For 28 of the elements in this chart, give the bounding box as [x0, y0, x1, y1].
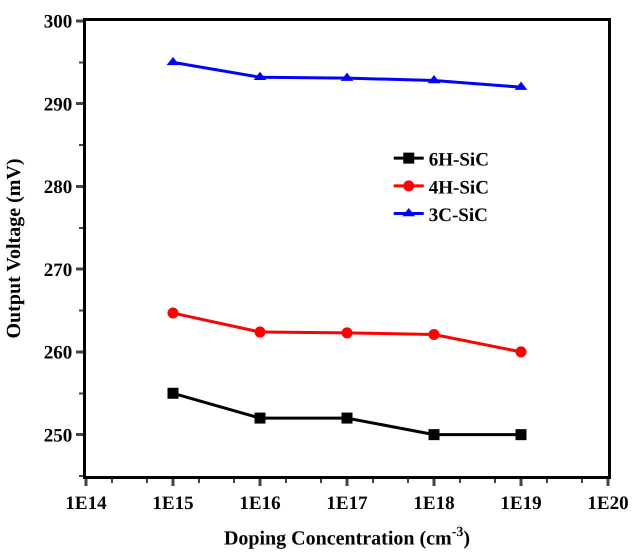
y-tick-label: 270 [44, 260, 72, 281]
y-axis-title: Output Voltage (mV) [3, 158, 26, 339]
point [254, 412, 266, 424]
x-tick-label: 1E15 [152, 492, 194, 514]
y-tick-label: 260 [44, 342, 72, 364]
point [168, 308, 178, 319]
point [168, 388, 178, 399]
y-tick-label: 300 [44, 12, 72, 33]
point [516, 429, 526, 440]
point [342, 412, 352, 424]
y-tick-label: 280 [44, 177, 72, 198]
y-tick-label: 250 [44, 425, 72, 446]
x-tick-label: 1E14 [65, 492, 108, 514]
legend-label: 4H-SiC [428, 177, 489, 198]
point [428, 329, 440, 340]
x-tick-label: 1E18 [413, 492, 455, 514]
point [428, 429, 440, 440]
x-tick-label: 1E19 [500, 492, 542, 514]
x-axis-title: Doping Concentration (cm$^{-3}$) [224, 524, 470, 550]
legend-label: 6H-SiC [428, 150, 489, 171]
point [516, 346, 526, 358]
x-tick-label: 1E17 [326, 492, 368, 514]
legend-label: 3C-SiC [428, 204, 488, 226]
point [254, 326, 266, 338]
x-tick-label: 1E16 [239, 492, 281, 514]
point [342, 327, 352, 338]
x-tick-label: 1E20 [587, 492, 629, 514]
y-tick-label: 290 [44, 94, 72, 116]
